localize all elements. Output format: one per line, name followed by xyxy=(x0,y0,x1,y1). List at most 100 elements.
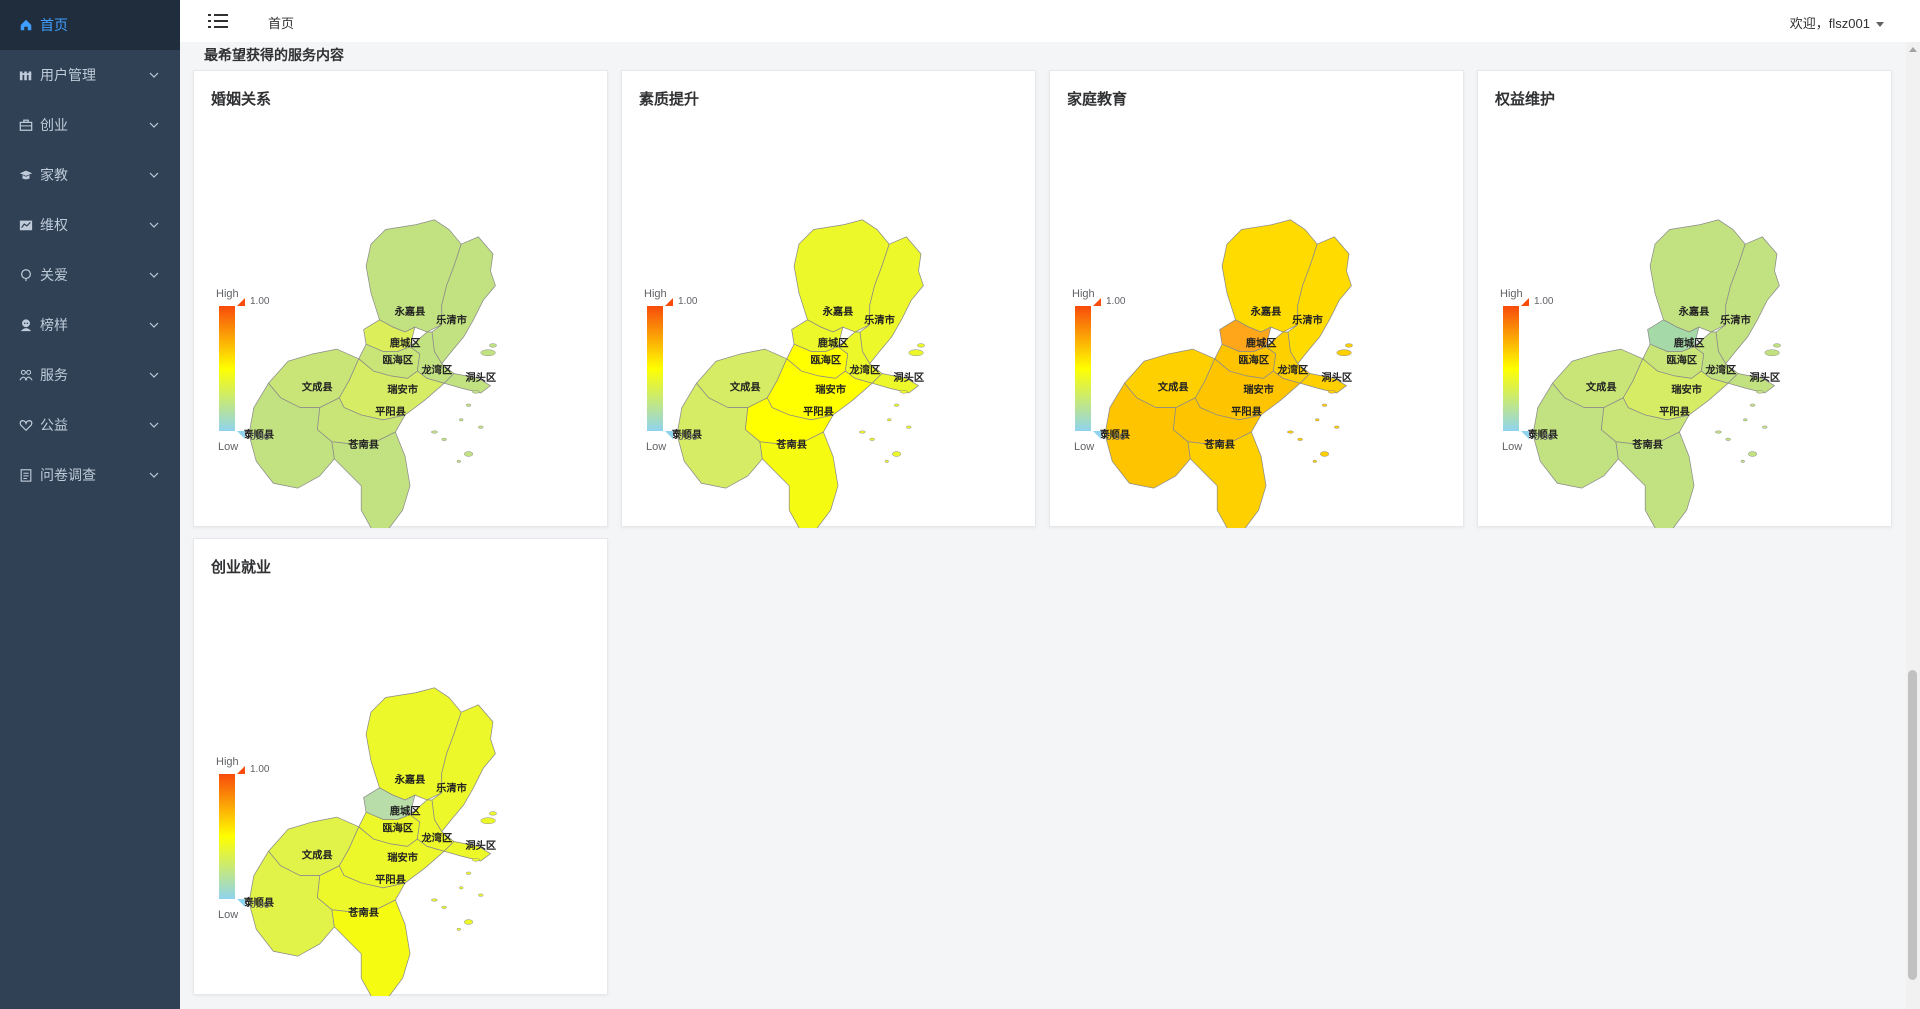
legend-handle-bottom[interactable] xyxy=(237,899,245,907)
section-title: 最希望获得的服务内容 xyxy=(204,47,344,63)
region-label: 泰顺县 xyxy=(242,896,274,909)
region-label: 永嘉县 xyxy=(1250,305,1282,318)
sidebar-item-label: 关爱 xyxy=(40,267,68,283)
region-label: 洞头区 xyxy=(465,371,496,384)
region-苍南县[interactable] xyxy=(1187,431,1267,528)
legend-min-value: 0.00 xyxy=(1106,432,1126,443)
legend-gradient-bar[interactable] xyxy=(1503,306,1519,431)
region-label: 苍南县 xyxy=(1631,438,1663,451)
legend-handle-top[interactable] xyxy=(665,298,673,306)
visual-map-legend: High 1.00 0.00 Low xyxy=(644,288,698,453)
region-label: 文成县 xyxy=(1585,381,1617,394)
sidebar-item-6[interactable]: 榜样 xyxy=(0,300,180,350)
hamburger-menu-icon[interactable] xyxy=(208,12,228,30)
legend-handle-bottom[interactable] xyxy=(1521,431,1529,439)
legend-handle-top[interactable] xyxy=(237,766,245,774)
region-泰顺县[interactable] xyxy=(248,850,335,957)
region-苍南县[interactable] xyxy=(331,431,411,528)
user-menu[interactable]: 欢迎，flsz001 xyxy=(1790,13,1884,32)
chevron-down-icon xyxy=(149,172,159,178)
legend-handle-bottom[interactable] xyxy=(665,431,673,439)
chevron-down-icon xyxy=(149,122,159,128)
breadcrumb[interactable]: 首页 xyxy=(268,16,295,31)
sidebar-item-0[interactable]: 首页 xyxy=(0,0,180,50)
welcome-text: 欢迎，flsz001 xyxy=(1789,16,1870,31)
region-苍南县[interactable] xyxy=(759,431,839,528)
region-label: 文成县 xyxy=(301,849,333,862)
chart-title: 权益维护 xyxy=(1495,91,1556,108)
sidebar-item-label: 首页 xyxy=(40,17,68,33)
sidebar-item-3[interactable]: 家教 xyxy=(0,150,180,200)
sidebar-item-5[interactable]: 关爱 xyxy=(0,250,180,300)
region-label: 泰顺县 xyxy=(1098,428,1130,441)
region-泰顺县[interactable] xyxy=(248,382,335,489)
island-7 xyxy=(478,425,484,429)
region-泰顺县[interactable] xyxy=(676,382,763,489)
region-永嘉县[interactable] xyxy=(365,219,462,333)
island-0 xyxy=(1764,349,1780,357)
region-苍南县[interactable] xyxy=(331,899,411,996)
island-0 xyxy=(480,349,496,357)
region-label: 平阳县 xyxy=(1231,406,1262,418)
legend-handle-bottom[interactable] xyxy=(1093,431,1101,439)
legend-gradient-bar[interactable] xyxy=(1075,306,1091,431)
island-5 xyxy=(869,437,875,441)
region-label: 洞头区 xyxy=(893,371,924,384)
region-label: 龙湾区 xyxy=(420,831,452,844)
island-2 xyxy=(1327,390,1336,394)
region-永嘉县[interactable] xyxy=(793,219,890,333)
island-6 xyxy=(1743,418,1748,422)
region-乐清市[interactable] xyxy=(431,704,496,833)
region-泰顺县[interactable] xyxy=(1532,382,1619,489)
sidebar-item-8[interactable]: 公益 xyxy=(0,400,180,450)
legend-handle-bottom[interactable] xyxy=(237,431,245,439)
region-永嘉县[interactable] xyxy=(1221,219,1318,333)
scroll-up-arrow-icon[interactable] xyxy=(1909,47,1917,52)
legend-gradient-bar[interactable] xyxy=(219,774,235,899)
island-1 xyxy=(1345,343,1353,348)
region-永嘉县[interactable] xyxy=(365,687,462,801)
legend-handle-top[interactable] xyxy=(1521,298,1529,306)
region-乐清市[interactable] xyxy=(1287,236,1352,365)
island-7 xyxy=(1334,425,1340,429)
region-label: 瓯海区 xyxy=(1238,354,1269,367)
island-6 xyxy=(1315,418,1320,422)
sidebar-item-9[interactable]: 问卷调查 xyxy=(0,450,180,500)
region-label: 永嘉县 xyxy=(1678,305,1710,318)
region-label: 泰顺县 xyxy=(242,428,274,441)
region-label: 文成县 xyxy=(1157,381,1189,394)
users-icon xyxy=(18,67,34,83)
sidebar-item-7[interactable]: 服务 xyxy=(0,350,180,400)
region-泰顺县[interactable] xyxy=(1104,382,1191,489)
chevron-down-icon xyxy=(149,372,159,378)
legend-gradient-bar[interactable] xyxy=(219,306,235,431)
region-苍南县[interactable] xyxy=(1615,431,1695,528)
sidebar-item-4[interactable]: 维权 xyxy=(0,200,180,250)
legend-handle-top[interactable] xyxy=(237,298,245,306)
region-永嘉县[interactable] xyxy=(1649,219,1746,333)
legend-gradient-bar[interactable] xyxy=(647,306,663,431)
region-label: 洞头区 xyxy=(465,839,496,852)
legend-handle-top[interactable] xyxy=(1093,298,1101,306)
sidebar-item-2[interactable]: 创业 xyxy=(0,100,180,150)
island-4 xyxy=(431,898,438,902)
island-7 xyxy=(1762,425,1768,429)
sidebar-item-label: 榜样 xyxy=(40,317,68,333)
sidebar-item-label: 家教 xyxy=(40,167,68,183)
island-2 xyxy=(899,390,908,394)
legend-low-label: Low xyxy=(646,441,666,453)
region-乐清市[interactable] xyxy=(431,236,496,365)
island-3 xyxy=(1749,403,1756,407)
sidebar-item-1[interactable]: 用户管理 xyxy=(0,50,180,100)
region-乐清市[interactable] xyxy=(859,236,924,365)
region-label: 瓯海区 xyxy=(382,822,413,835)
region-乐清市[interactable] xyxy=(1715,236,1780,365)
legend-low-label: Low xyxy=(1074,441,1094,453)
scrollbar-thumb[interactable] xyxy=(1908,670,1917,980)
island-4 xyxy=(431,430,438,434)
legend-max-value: 1.00 xyxy=(250,764,270,775)
legend-high-label: High xyxy=(216,756,239,768)
